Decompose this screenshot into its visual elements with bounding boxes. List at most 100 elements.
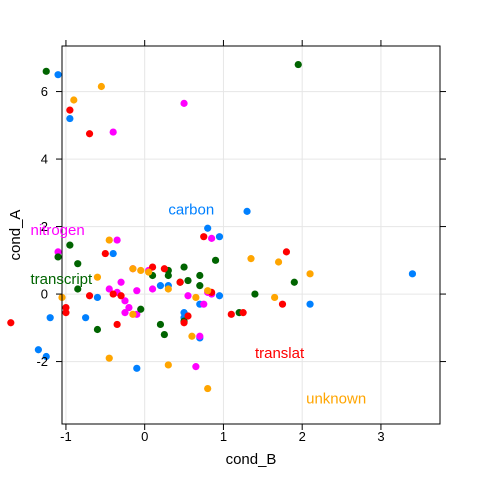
point-nitrogen <box>113 236 121 244</box>
point-unknown <box>93 273 102 281</box>
point-carbon <box>133 364 141 372</box>
point-translat <box>180 319 188 327</box>
point-translat <box>282 248 291 256</box>
x-axis-label: cond_B <box>226 451 277 468</box>
group-label-translat: translat <box>255 345 305 362</box>
x-tick-label: 1 <box>220 429 227 444</box>
point-nitrogen <box>148 285 157 293</box>
y-tick-label: -2 <box>36 354 48 369</box>
point-carbon <box>215 292 224 300</box>
group-label-nitrogen: nitrogen <box>31 222 85 239</box>
point-unknown <box>204 384 212 393</box>
point-carbon <box>243 207 251 215</box>
point-transcript <box>196 282 204 290</box>
y-tick-label: 0 <box>41 287 48 302</box>
point-nitrogen <box>54 248 62 256</box>
point-unknown <box>105 236 113 244</box>
point-translat <box>117 292 125 300</box>
point-translat <box>278 300 287 308</box>
point-translat <box>200 233 208 241</box>
point-carbon <box>408 270 417 278</box>
point-carbon <box>204 224 212 232</box>
point-transcript <box>93 325 102 334</box>
point-carbon <box>42 352 50 361</box>
x-tick-label: 3 <box>377 429 384 444</box>
x-tick-label: -1 <box>60 429 72 444</box>
point-nitrogen <box>121 297 129 305</box>
point-translat <box>85 292 94 300</box>
point-translat <box>62 309 70 317</box>
point-translat <box>239 309 247 317</box>
point-unknown <box>164 285 172 293</box>
point-nitrogen <box>125 303 133 312</box>
point-carbon <box>82 314 90 322</box>
point-unknown <box>306 270 314 278</box>
point-carbon <box>109 249 117 258</box>
point-transcript <box>74 260 82 268</box>
point-nitrogen <box>121 309 129 317</box>
point-carbon <box>93 293 102 302</box>
y-tick-label: 2 <box>41 219 48 234</box>
point-carbon <box>54 71 62 79</box>
point-transcript <box>211 256 220 264</box>
grid-lines <box>62 46 440 424</box>
point-translat <box>176 278 184 286</box>
point-unknown <box>164 361 172 369</box>
point-translat <box>113 320 121 329</box>
point-nitrogen <box>109 128 117 136</box>
group-label-carbon: carbon <box>168 202 214 219</box>
point-nitrogen <box>192 363 200 371</box>
point-nitrogen <box>200 300 208 308</box>
point-transcript <box>74 285 82 293</box>
point-unknown <box>70 96 78 104</box>
point-unknown <box>188 332 196 340</box>
point-transcript <box>160 330 168 339</box>
point-unknown <box>129 265 137 273</box>
data-points <box>7 60 417 393</box>
point-translat <box>62 303 70 312</box>
point-unknown <box>271 293 279 302</box>
point-transcript <box>290 278 298 286</box>
point-carbon <box>215 233 224 241</box>
point-translat <box>109 290 117 298</box>
x-tick-label: 2 <box>299 429 306 444</box>
point-transcript <box>137 305 145 313</box>
point-carbon <box>66 114 74 123</box>
point-transcript <box>180 263 188 271</box>
point-carbon <box>34 346 42 354</box>
point-unknown <box>274 258 283 266</box>
point-transcript <box>42 67 50 75</box>
point-unknown <box>137 266 145 275</box>
point-translat <box>184 312 192 320</box>
group-label-unknown: unknown <box>306 391 366 408</box>
group-label-transcript: transcript <box>31 271 94 288</box>
point-unknown <box>105 354 113 362</box>
point-carbon <box>306 300 314 308</box>
point-unknown <box>192 293 200 302</box>
point-transcript <box>196 271 204 280</box>
point-translat <box>101 249 109 258</box>
point-nitrogen <box>133 287 141 295</box>
point-unknown <box>145 268 153 276</box>
point-transcript <box>164 271 172 280</box>
point-unknown <box>247 255 255 263</box>
point-translat <box>227 310 235 318</box>
point-transcript <box>66 241 74 249</box>
point-unknown <box>129 310 137 318</box>
point-transcript <box>294 60 302 69</box>
point-nitrogen <box>196 332 204 340</box>
point-nitrogen <box>208 234 216 242</box>
point-nitrogen <box>117 278 125 286</box>
y-tick-label: 4 <box>41 152 48 167</box>
point-transcript <box>251 290 259 298</box>
x-tick-label: 0 <box>141 429 148 444</box>
point-unknown <box>204 287 212 295</box>
point-transcript <box>184 276 192 285</box>
point-nitrogen <box>180 99 188 107</box>
point-unknown <box>97 82 105 91</box>
point-carbon <box>46 314 54 322</box>
y-tick-label: 6 <box>41 84 48 99</box>
group-labels: carbon nitrogen transcript translat unknown <box>31 202 367 408</box>
